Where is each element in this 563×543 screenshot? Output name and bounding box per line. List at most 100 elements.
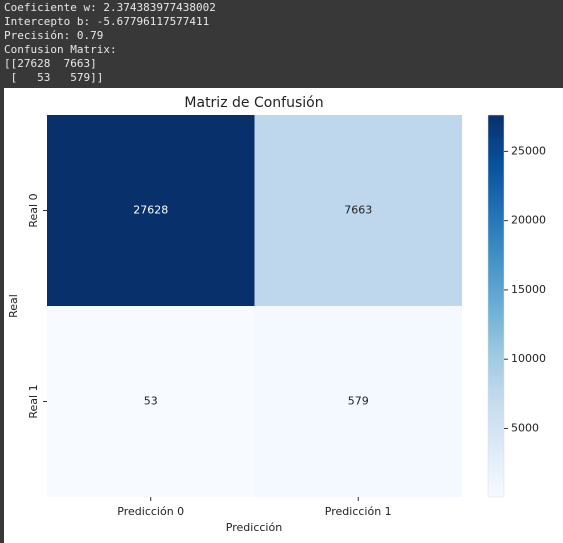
colorbar-segment [488, 280, 504, 285]
colorbar-segment [488, 130, 504, 135]
colorbar-segment [488, 487, 504, 492]
colorbar-segment [488, 191, 504, 196]
colorbar-segment [488, 385, 504, 390]
colorbar-segment [488, 477, 504, 482]
colorbar-segment [488, 200, 504, 205]
x-axis-label: Predicción [226, 521, 282, 534]
colorbar-segment [488, 382, 504, 387]
colorbar-segment [488, 369, 504, 374]
colorbar-segment [488, 223, 504, 228]
console-line: Precisión: 0.79 [4, 29, 104, 42]
heatmap-cell [47, 115, 255, 306]
colorbar-segment [488, 363, 504, 368]
colorbar-segment [488, 286, 504, 291]
colorbar-segment [488, 337, 504, 342]
colorbar-segment [488, 299, 504, 304]
x-tick-label: Predicción 0 [117, 505, 184, 518]
heatmap-cell [254, 306, 462, 497]
colorbar-segment [488, 401, 504, 406]
x-tick-label: Predicción 1 [325, 505, 392, 518]
colorbar-outline [487, 114, 505, 498]
colorbar-segment [488, 315, 504, 320]
colorbar-segment [488, 376, 504, 380]
colorbar-segment [488, 118, 504, 122]
colorbar-segment [488, 140, 504, 145]
colorbar-segment [488, 341, 504, 345]
colorbar-segment [488, 423, 504, 428]
colorbar-segment [488, 347, 504, 352]
colorbar-segment [488, 245, 504, 250]
colorbar-segment [488, 395, 504, 399]
colorbar-segment [488, 232, 504, 237]
console-line: Coeficiente w: 2.374383977438002 [4, 1, 216, 14]
colorbar-segment [488, 350, 504, 355]
colorbar-segment [488, 312, 504, 317]
colorbar-segment [488, 430, 504, 434]
colorbar-segment [488, 484, 504, 489]
cell-label: 7663 [344, 204, 372, 217]
colorbar-segment [488, 452, 504, 457]
colorbar-segment [488, 150, 504, 154]
colorbar-segment [488, 134, 504, 138]
colorbar-segment [488, 216, 504, 221]
colorbar-segment [488, 255, 504, 259]
colorbar-segment [488, 261, 504, 266]
colorbar-segment [488, 321, 504, 326]
colorbar-segment [488, 121, 504, 126]
colorbar-segment [488, 258, 504, 263]
colorbar-segment [488, 379, 504, 383]
colorbar-tick-label: 10000 [511, 352, 546, 365]
colorbar-segment [488, 251, 504, 256]
colorbar-segment [488, 162, 504, 167]
colorbar-segment [488, 420, 504, 425]
colorbar-segment [488, 296, 504, 301]
colorbar-segment [488, 471, 504, 476]
heatmap-cell [47, 306, 255, 497]
colorbar-segment [488, 306, 504, 310]
colorbar-segment [488, 474, 504, 479]
colorbar-segment [488, 124, 504, 129]
colorbar-segment [488, 388, 504, 393]
colorbar-segment [488, 433, 504, 438]
y-axis-label: Real [7, 294, 20, 318]
colorbar-segment [488, 468, 504, 473]
colorbar-segment [488, 229, 504, 234]
colorbar-segment [488, 146, 504, 151]
colorbar-segment [488, 426, 504, 431]
colorbar-segment [488, 446, 504, 450]
colorbar-segment [488, 404, 504, 409]
cell-label: 27628 [133, 204, 168, 217]
colorbar-tick-label: 20000 [511, 214, 546, 227]
colorbar-segment [488, 197, 504, 202]
colorbar-segment [488, 490, 504, 495]
colorbar-segment [488, 248, 504, 253]
colorbar-tick-label: 5000 [511, 421, 539, 434]
colorbar-segment [488, 481, 504, 485]
colorbar-segment [488, 210, 504, 215]
colorbar-tick-label: 25000 [511, 144, 546, 157]
colorbar-segment [488, 277, 504, 282]
colorbar-segment [488, 465, 504, 469]
colorbar-segment [488, 398, 504, 403]
colorbar-segment [488, 331, 504, 336]
colorbar-segment [488, 458, 504, 463]
colorbar-segment [488, 181, 504, 186]
colorbar-segment [488, 328, 504, 333]
colorbar-segment [488, 366, 504, 371]
cell-label: 579 [348, 395, 369, 408]
colorbar-segment [488, 264, 504, 269]
console-line: [ 53 579]] [4, 71, 104, 84]
colorbar-segment [488, 334, 504, 339]
colorbar-segment [488, 175, 504, 180]
y-tick-label: Real 0 [27, 193, 40, 227]
colorbar-segment [488, 143, 504, 148]
colorbar-segment [488, 325, 504, 329]
colorbar-segment [488, 159, 504, 164]
colorbar-segment [488, 220, 504, 224]
chart: Matriz de Confusión Predicción Real 2762… [4, 88, 563, 543]
colorbar-segment [488, 493, 504, 498]
colorbar-segment [488, 449, 504, 454]
colorbar-segment [488, 169, 504, 173]
colorbar-segment [488, 461, 504, 466]
